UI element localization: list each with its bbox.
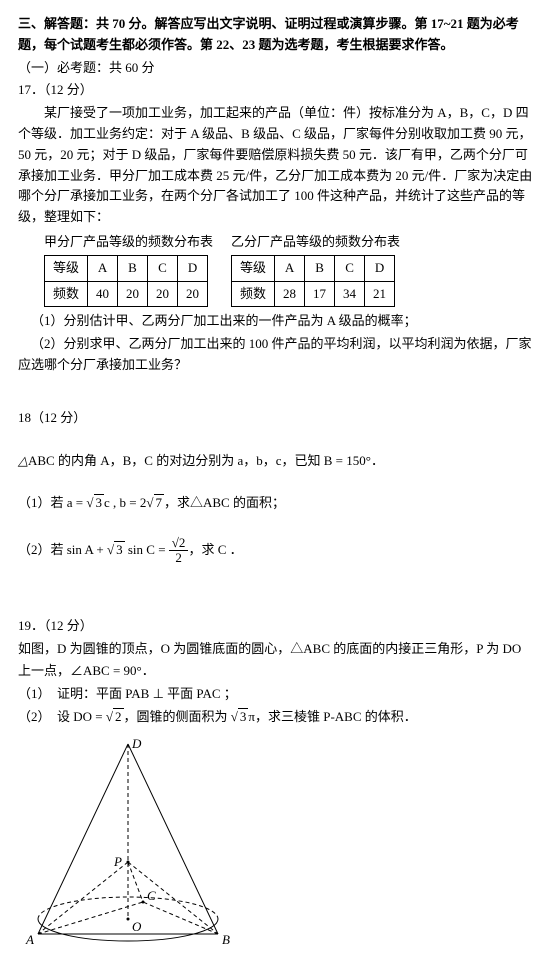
svg-text:O: O	[132, 919, 142, 934]
cell: B	[305, 255, 335, 281]
q18-sub2: （2）若 sin A + √3 sin C = √22，求 C ．	[18, 536, 535, 566]
cell: D	[365, 255, 395, 281]
cell: 等级	[45, 255, 88, 281]
q18-sub1: （1）若 a = √3c , b = 2√7，求△ABC 的面积；	[18, 493, 535, 514]
cell: 频数	[232, 281, 275, 307]
sqrt-2: √2	[106, 707, 124, 728]
cell: 34	[335, 281, 365, 307]
svg-text:A: A	[25, 932, 34, 947]
sqrt-3: √3	[86, 493, 104, 514]
q19-sub2-pre: （2） 设 DO =	[18, 709, 106, 724]
q17-stem: 某厂接受了一项加工业务，加工起来的产品（单位：件）按标准分为 A，B，C，D 四…	[18, 103, 535, 228]
cell: 28	[275, 281, 305, 307]
q19-stem2: 上一点，∠ABC = 90°．	[18, 661, 535, 682]
svg-text:C: C	[147, 888, 156, 903]
cell: A	[88, 255, 118, 281]
q18-title: 18（12 分）	[18, 408, 535, 429]
cone-figure: D A B C O P	[18, 734, 248, 959]
q17-table-b-grid: 等级 A B C D 频数 28 17 34 21	[231, 255, 395, 308]
cell: B	[118, 255, 148, 281]
q18-stem: △ABC 的内角 A，B，C 的对边分别为 a，b，c，已知 B = 150°．	[18, 451, 535, 472]
cell: C	[335, 255, 365, 281]
cell: C	[148, 255, 178, 281]
q17-table-a-grid: 等级 A B C D 频数 40 20 20 20	[44, 255, 208, 308]
cell: 21	[365, 281, 395, 307]
q19-stem: 如图，D 为圆锥的顶点，O 为圆锥底面的圆心，△ABC 的底面的内接正三角形，P…	[18, 639, 535, 660]
fraction: √22	[169, 536, 189, 566]
q17-table-b: 乙分厂产品等级的频数分布表 等级 A B C D 频数 28 17 34 21	[231, 232, 400, 307]
q18-sub2-mid: sin C =	[125, 542, 169, 557]
section-header: 三、解答题：共 70 分。解答应写出文字说明、证明过程或演算步骤。第 17~21…	[18, 14, 535, 56]
cell: 频数	[45, 281, 88, 307]
cell: 20	[118, 281, 148, 307]
q18-sub1-mid: c , b = 2	[104, 495, 146, 510]
q17-table-b-title: 乙分厂产品等级的频数分布表	[231, 232, 400, 253]
q18-sub2-post: ，求 C ．	[188, 542, 242, 557]
cell: 20	[148, 281, 178, 307]
cell: 等级	[232, 255, 275, 281]
svg-text:P: P	[113, 854, 122, 869]
svg-text:B: B	[222, 932, 230, 947]
sqrt-3b: √3	[107, 540, 125, 561]
q17-table-a-title: 甲分厂产品等级的频数分布表	[44, 232, 213, 253]
cell: 17	[305, 281, 335, 307]
q19-sub2-mid: ，圆锥的侧面积为	[124, 709, 231, 724]
q17-sub1: （1）分别估计甲、乙两分厂加工出来的一件产品为 A 级品的概率；	[18, 311, 535, 332]
cell: 20	[178, 281, 208, 307]
triangle-symbol: △	[18, 453, 28, 468]
cell: A	[275, 255, 305, 281]
cell: D	[178, 255, 208, 281]
q18-stem-text: ABC 的内角 A，B，C 的对边分别为 a，b，c，已知 B = 150°．	[28, 453, 384, 468]
part1-header: （一）必考题：共 60 分	[18, 58, 535, 79]
q18-sub2-pre: （2）若 sin A +	[18, 542, 107, 557]
sqrt-7: √7	[146, 493, 164, 514]
q17-tables: 甲分厂产品等级的频数分布表 等级 A B C D 频数 40 20 20 20 …	[44, 232, 535, 307]
q17-sub2: （2）分别求甲、乙两分厂加工出来的 100 件产品的平均利润，以平均利润为依据，…	[18, 334, 535, 376]
q17-title: 17．（12 分）	[18, 80, 535, 101]
q18-sub1-post: ，求△ABC 的面积；	[164, 495, 285, 510]
q18-sub1-pre: （1）若 a =	[18, 495, 86, 510]
q17-table-a: 甲分厂产品等级的频数分布表 等级 A B C D 频数 40 20 20 20	[44, 232, 213, 307]
q19-sub1: （1） 证明：平面 PAB ⊥ 平面 PAC ；	[18, 684, 535, 705]
q19-title: 19．（12 分）	[18, 616, 535, 637]
q19-sub2: （2） 设 DO = √2，圆锥的侧面积为 √3π，求三棱锥 P-ABC 的体积…	[18, 707, 535, 728]
q19-sub2-post: π，求三棱锥 P-ABC 的体积．	[248, 709, 416, 724]
sqrt-3c: √3	[231, 707, 249, 728]
svg-text:D: D	[131, 736, 142, 751]
cell: 40	[88, 281, 118, 307]
